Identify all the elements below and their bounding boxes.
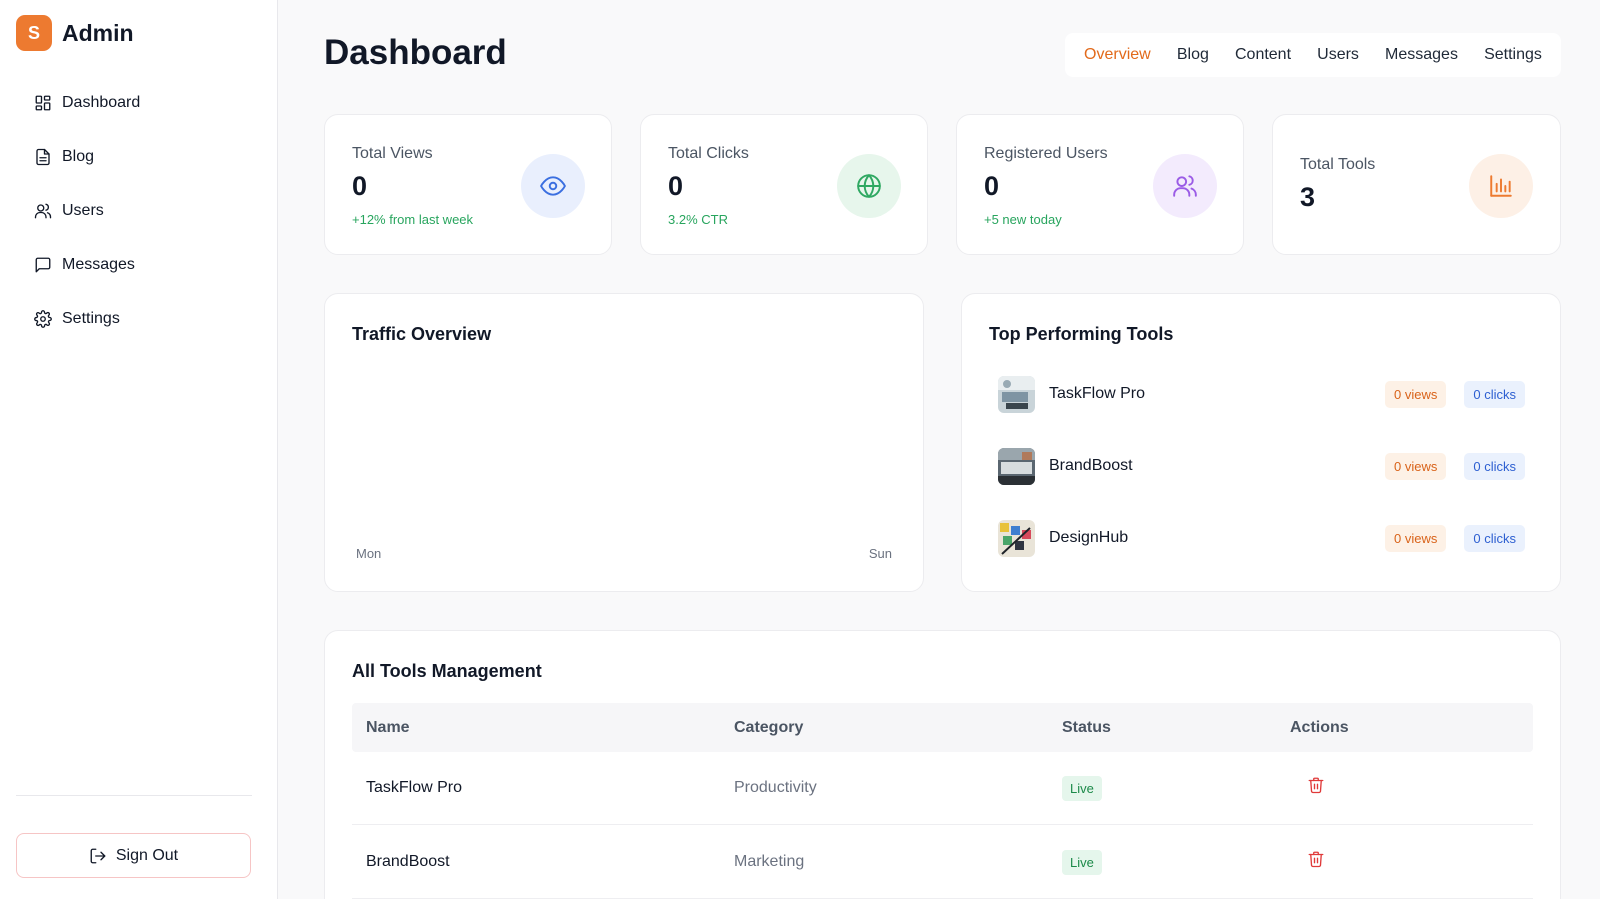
top-tool-row[interactable]: DesignHub 0 views 0 clicks	[998, 518, 1525, 558]
stat-trend: 3.2% CTR	[668, 212, 728, 227]
sidebar-item-messages[interactable]: Messages	[16, 244, 252, 286]
x-axis-end-label: Sun	[868, 546, 892, 561]
sidebar-item-label: Settings	[62, 310, 120, 327]
sign-out-label: Sign Out	[115, 846, 179, 864]
sidebar-item-label: Messages	[62, 256, 135, 273]
stat-icon-badge	[837, 154, 901, 218]
column-header-status[interactable]: Status	[1062, 719, 1111, 736]
tool-category-cell: Productivity	[734, 779, 817, 796]
sidebar-item-blog[interactable]: Blog	[16, 136, 252, 178]
column-header-name[interactable]: Name	[366, 719, 410, 736]
stat-label: Total Tools	[1300, 156, 1376, 173]
views-badge: 0 views	[1385, 380, 1447, 408]
stat-label: Registered Users	[984, 145, 1108, 162]
tab-users[interactable]: Users	[1317, 46, 1359, 63]
column-header-actions: Actions	[1290, 719, 1349, 736]
views-badge: 0 views	[1385, 524, 1447, 552]
delete-button[interactable]	[1307, 850, 1329, 872]
tool-name-cell: TaskFlow Pro	[366, 779, 463, 796]
sidebar-divider	[16, 795, 252, 796]
brand-name: Admin	[62, 19, 134, 46]
logout-icon	[90, 848, 106, 863]
sidebar-nav: Dashboard Blog Users Messages Settings	[16, 82, 252, 352]
tool-thumbnail	[998, 375, 1035, 413]
stat-trend: +5 new today	[984, 212, 1062, 227]
stat-value: 0	[352, 171, 368, 201]
stat-icon-badge	[1469, 154, 1533, 218]
top-tools-panel: Top Performing Tools TaskFlow Pro 0 view…	[961, 293, 1561, 592]
stat-value: 0	[984, 171, 1000, 201]
clicks-badge: 0 clicks	[1464, 524, 1525, 552]
brand[interactable]: S Admin	[16, 15, 134, 51]
sidebar: S Admin Dashboard Blog Users Messages Se…	[0, 0, 278, 899]
sidebar-item-dashboard[interactable]: Dashboard	[16, 82, 252, 124]
stat-icon-badge	[1153, 154, 1217, 218]
sidebar-item-settings[interactable]: Settings	[16, 298, 252, 340]
stat-label: Total Views	[352, 145, 433, 162]
traffic-overview-panel: Traffic Overview Mon Sun	[324, 293, 924, 592]
trash-icon	[1308, 777, 1324, 794]
tab-blog[interactable]: Blog	[1176, 46, 1209, 63]
table-row: BrandBoost Marketing Live	[352, 826, 1533, 899]
bar-chart-icon	[1490, 175, 1512, 197]
tool-name: BrandBoost	[1049, 457, 1133, 474]
x-axis-start-label: Mon	[356, 546, 382, 561]
table-header: Name Category Status Actions	[352, 703, 1533, 752]
page-title: Dashboard	[324, 33, 507, 72]
sidebar-item-users[interactable]: Users	[16, 190, 252, 232]
stat-trend: +12% from last week	[352, 212, 474, 227]
eye-icon	[540, 176, 566, 196]
dashboard-icon	[35, 95, 51, 111]
brand-logo: S	[16, 15, 52, 51]
clicks-badge: 0 clicks	[1464, 380, 1525, 408]
tool-thumbnail	[998, 519, 1035, 557]
trash-icon	[1308, 851, 1324, 868]
table-row: TaskFlow Pro Productivity Live	[352, 752, 1533, 825]
tool-name-cell: BrandBoost	[366, 853, 450, 870]
document-icon	[36, 148, 50, 166]
tool-name: TaskFlow Pro	[1049, 385, 1146, 402]
stat-icon-badge	[521, 154, 585, 218]
sidebar-item-label: Users	[62, 202, 104, 219]
tool-category-cell: Marketing	[734, 853, 805, 870]
status-badge: Live	[1062, 850, 1102, 875]
sign-out-button[interactable]: Sign Out	[16, 833, 251, 878]
top-tool-row[interactable]: TaskFlow Pro 0 views 0 clicks	[998, 374, 1525, 414]
stat-card-registered-users: Registered Users 0 +5 new today	[956, 114, 1244, 255]
gear-icon	[34, 310, 52, 328]
delete-button[interactable]	[1307, 776, 1329, 798]
globe-icon	[857, 174, 881, 198]
column-header-category[interactable]: Category	[734, 719, 804, 736]
top-nav-tabs: Overview Blog Content Users Messages Set…	[1065, 33, 1561, 77]
views-badge: 0 views	[1385, 452, 1447, 480]
tool-name: DesignHub	[1049, 529, 1129, 546]
message-icon	[35, 257, 51, 273]
tool-thumbnail	[998, 447, 1035, 485]
tab-settings[interactable]: Settings	[1484, 46, 1542, 63]
stat-label: Total Clicks	[668, 145, 749, 162]
panel-title: All Tools Management	[352, 661, 542, 681]
stat-card-total-clicks: Total Clicks 0 3.2% CTR	[640, 114, 928, 255]
tools-management-panel: All Tools Management Name Category Statu…	[324, 630, 1561, 899]
tab-content[interactable]: Content	[1234, 46, 1292, 63]
panel-title: Top Performing Tools	[989, 324, 1174, 344]
users-icon	[34, 203, 52, 219]
clicks-badge: 0 clicks	[1464, 452, 1525, 480]
panel-title: Traffic Overview	[352, 324, 492, 344]
status-badge: Live	[1062, 776, 1102, 801]
sidebar-item-label: Blog	[62, 148, 95, 165]
users-icon	[1173, 175, 1197, 197]
sidebar-item-label: Dashboard	[62, 94, 141, 111]
stat-card-total-views: Total Views 0 +12% from last week	[324, 114, 612, 255]
top-tool-row[interactable]: BrandBoost 0 views 0 clicks	[998, 446, 1525, 486]
stat-value: 3	[1300, 182, 1316, 212]
stat-card-total-tools: Total Tools 3	[1272, 114, 1561, 255]
tab-messages[interactable]: Messages	[1385, 46, 1458, 63]
tab-overview[interactable]: Overview	[1084, 46, 1151, 63]
stat-value: 0	[668, 171, 684, 201]
